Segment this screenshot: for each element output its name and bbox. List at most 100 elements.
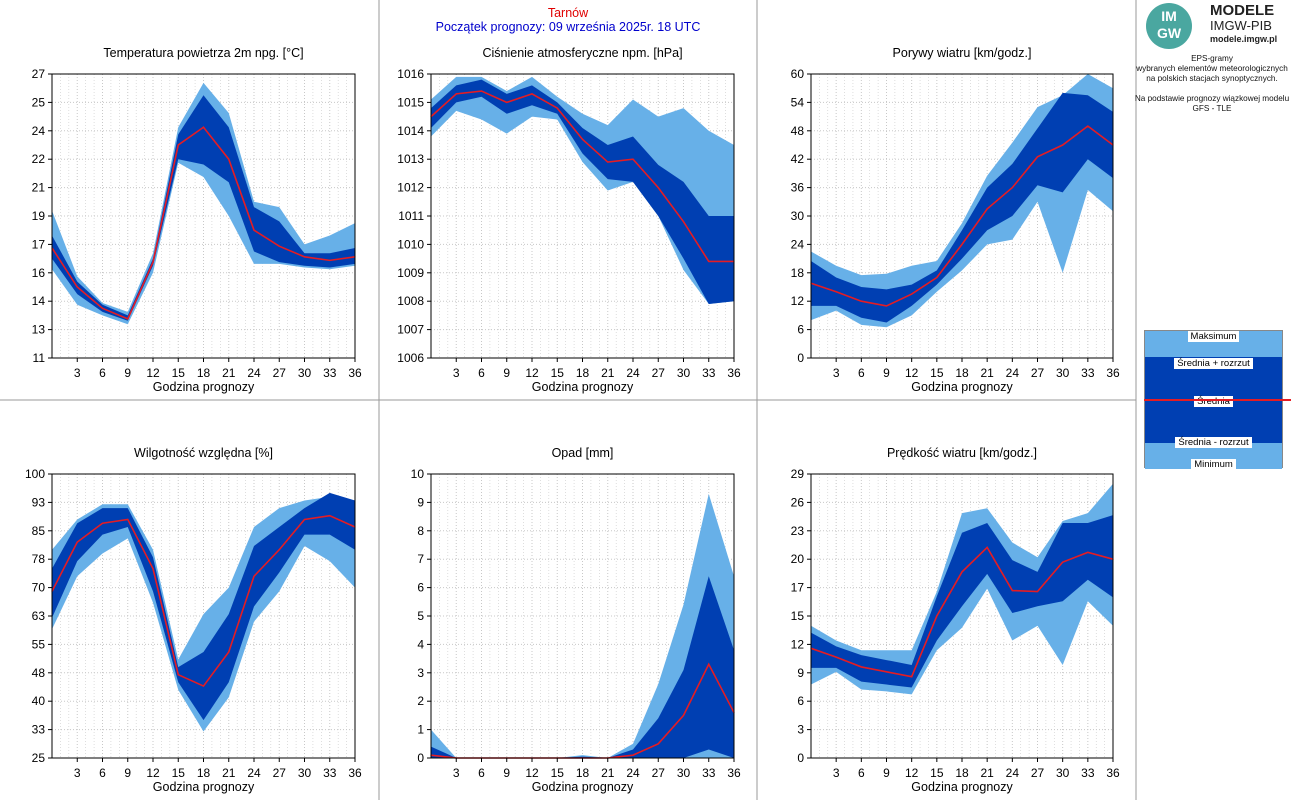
y-tick-label-3-5: 63	[32, 609, 46, 623]
mean-point-5-3	[885, 671, 888, 673]
mean-point-2-11	[1087, 125, 1089, 127]
y-tick-label-4-9: 9	[417, 495, 424, 509]
band-spread-5	[811, 515, 1113, 688]
mean-point-3-1	[76, 541, 78, 543]
band-spread-1	[431, 79, 734, 305]
x-tick-label-4-4: 15	[551, 766, 565, 780]
y-tick-label-4-7: 7	[417, 552, 424, 566]
station-name: Tarnów	[547, 6, 589, 20]
y-tick-label-1-7: 1013	[397, 152, 424, 166]
x-tick-label-1-7: 24	[626, 366, 640, 380]
y-tick-label-0-7: 22	[32, 152, 46, 166]
mean-point-5-6	[961, 571, 963, 573]
y-tick-label-4-5: 5	[417, 609, 424, 623]
x-tick-label-3-6: 21	[222, 766, 236, 780]
x-tick-label-3-11: 36	[348, 766, 362, 780]
mean-point-2-3	[885, 305, 888, 307]
mean-point-2-10	[1062, 144, 1064, 146]
x-tick-label-3-1: 6	[99, 766, 106, 780]
band-spread-4	[431, 576, 734, 758]
mean-point-5-7	[986, 546, 988, 549]
chart-title-2: Porywy wiatru [km/godz.]	[893, 46, 1032, 60]
x-tick-label-0-4: 15	[172, 366, 186, 380]
y-tick-label-1-4: 1010	[397, 237, 424, 251]
x-tick-label-2-4: 15	[930, 366, 944, 380]
mean-point-0-5	[177, 144, 179, 146]
y-tick-label-3-9: 93	[32, 495, 46, 509]
mean-point-0-3	[127, 318, 129, 320]
mean-point-1-6	[581, 138, 584, 140]
y-tick-label-2-5: 30	[791, 209, 805, 223]
legend-mean-plus-label: Średnia + rozrzut	[1145, 358, 1282, 369]
y-tick-label-5-8: 23	[791, 524, 805, 538]
mean-point-0-11	[329, 259, 331, 261]
mean-point-1-1	[455, 93, 457, 95]
mean-point-1-2	[480, 90, 483, 92]
mean-point-5-8	[1011, 589, 1013, 592]
mean-point-4-9	[657, 743, 659, 745]
x-axis-label-0: Godzina prognozy	[153, 380, 255, 394]
x-tick-label-4-5: 18	[576, 766, 590, 780]
x-tick-label-0-1: 6	[99, 366, 106, 380]
y-tick-label-3-6: 70	[32, 581, 46, 595]
band-minmax-4	[431, 493, 734, 758]
chart-title-1: Ciśnienie atmosferyczne npm. [hPa]	[482, 46, 682, 60]
y-tick-label-2-4: 24	[791, 237, 805, 251]
mean-point-1-3	[506, 101, 508, 103]
x-tick-label-2-11: 36	[1106, 366, 1120, 380]
chart-title-3: Wilgotność względna [%]	[134, 446, 273, 460]
legend-mean-minus-label: Średnia - rozrzut	[1145, 437, 1282, 448]
mean-point-3-5	[177, 674, 179, 676]
mean-point-5-5	[936, 615, 938, 617]
x-tick-label-5-0: 3	[833, 766, 840, 780]
y-tick-label-4-6: 6	[417, 581, 424, 595]
x-tick-label-5-10: 33	[1081, 766, 1095, 780]
x-tick-label-1-5: 18	[576, 366, 590, 380]
band-minmax-1	[431, 76, 734, 305]
mean-point-5-1	[835, 656, 837, 658]
x-axis-label-1: Godzina prognozy	[532, 380, 634, 394]
mean-point-3-7	[228, 651, 230, 653]
x-tick-label-1-0: 3	[453, 366, 460, 380]
x-tick-label-0-7: 24	[247, 366, 261, 380]
mean-point-2-6	[961, 243, 963, 245]
mean-point-5-4	[911, 676, 913, 678]
y-tick-label-2-8: 48	[791, 124, 805, 138]
y-tick-label-0-10: 27	[32, 67, 46, 81]
mean-point-5-9	[1036, 590, 1039, 593]
legend-mean-label: Średnia	[1145, 396, 1282, 407]
mean-point-0-6	[202, 126, 205, 128]
x-tick-label-3-2: 9	[124, 766, 131, 780]
y-tick-label-1-3: 1009	[397, 266, 424, 280]
band-spread-0	[52, 95, 355, 321]
y-tick-label-4-8: 8	[417, 524, 424, 538]
x-tick-label-5-8: 27	[1031, 766, 1045, 780]
x-tick-label-4-8: 27	[652, 766, 666, 780]
info-text: EPS-gramy wybranych elementów meteorolog…	[1133, 54, 1291, 114]
x-tick-label-3-9: 30	[298, 766, 312, 780]
x-tick-label-1-6: 21	[601, 366, 615, 380]
logo-mark-bottom: GW	[1156, 25, 1182, 41]
x-tick-label-4-0: 3	[453, 766, 460, 780]
x-tick-label-5-11: 36	[1106, 766, 1120, 780]
mean-point-2-9	[1036, 156, 1039, 158]
mean-point-4-8	[632, 754, 634, 756]
y-tick-label-0-1: 13	[32, 323, 46, 337]
y-tick-label-1-6: 1012	[397, 181, 424, 195]
mean-point-2-4	[911, 293, 913, 295]
x-tick-label-0-0: 3	[74, 366, 81, 380]
x-tick-label-2-3: 12	[905, 366, 919, 380]
x-tick-label-1-11: 36	[727, 366, 741, 380]
mean-point-1-4	[531, 93, 533, 95]
band-spread-2	[811, 92, 1113, 323]
mean-point-5-10	[1062, 561, 1064, 563]
imgw-logo: IM GW MODELE IMGW-PIB modele.imgw.pl	[1144, 0, 1290, 50]
logo-mark-top: IM	[1161, 8, 1177, 24]
x-tick-label-0-5: 18	[197, 366, 211, 380]
x-tick-label-0-11: 36	[348, 366, 362, 380]
y-tick-label-3-10: 100	[25, 467, 45, 481]
x-tick-label-3-7: 24	[247, 766, 261, 780]
mean-point-3-8	[253, 575, 255, 577]
y-tick-label-3-3: 48	[32, 666, 46, 680]
y-tick-label-0-3: 16	[32, 266, 46, 280]
